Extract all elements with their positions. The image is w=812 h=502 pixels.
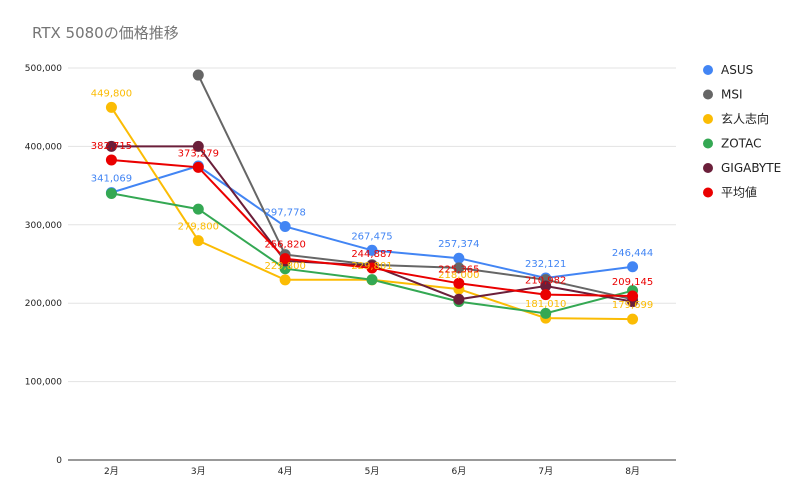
data-point xyxy=(105,187,117,199)
data-point xyxy=(366,244,378,256)
data-point xyxy=(279,253,291,265)
legend-label: 平均値 xyxy=(721,185,757,200)
data-point xyxy=(540,289,552,301)
data-point xyxy=(105,154,117,166)
chart-title: RTX 5080の価格推移 xyxy=(32,24,179,42)
data-label: 210,982 xyxy=(525,276,566,287)
y-tick-label: 400,000 xyxy=(25,142,62,152)
data-label: 246,444 xyxy=(612,248,653,259)
data-label: 179,699 xyxy=(612,300,653,311)
data-point xyxy=(366,274,378,286)
series-line xyxy=(197,74,633,301)
data-label: 229,800 xyxy=(264,261,305,272)
x-tick-label: 2月 xyxy=(104,466,119,477)
legend-marker xyxy=(703,187,713,198)
data-label: 449,800 xyxy=(91,88,132,99)
data-point xyxy=(453,262,465,274)
data-point xyxy=(105,140,117,152)
data-label: 225,365 xyxy=(438,264,479,275)
data-point xyxy=(192,140,204,152)
y-tick-label: 100,000 xyxy=(25,378,62,388)
legend-label: ZOTAC xyxy=(721,137,761,151)
data-label: 181,010 xyxy=(525,299,566,310)
data-point xyxy=(627,313,639,325)
data-point xyxy=(453,277,465,289)
data-label: 373,279 xyxy=(178,148,219,159)
legend-label: MSI xyxy=(721,88,743,102)
legend-marker xyxy=(703,114,713,124)
x-tick-label: 7月 xyxy=(538,466,553,477)
x-tick-label: 3月 xyxy=(191,466,206,477)
data-point xyxy=(192,203,204,215)
y-tick-label: 0 xyxy=(56,456,62,466)
data-point xyxy=(105,101,117,113)
data-point xyxy=(279,221,291,233)
data-label: 244,887 xyxy=(351,249,392,260)
y-tick-label: 200,000 xyxy=(25,299,62,309)
data-point xyxy=(366,262,378,274)
data-label: 382,715 xyxy=(91,141,132,152)
x-tick-label: 8月 xyxy=(625,466,640,477)
legend-label: ASUS xyxy=(721,63,753,77)
data-label: 209,145 xyxy=(612,277,653,288)
legend-marker xyxy=(703,65,713,75)
data-label: 256,820 xyxy=(264,240,305,251)
data-point xyxy=(279,274,291,286)
data-point xyxy=(192,235,204,247)
x-tick-label: 5月 xyxy=(365,466,380,477)
data-label: 297,778 xyxy=(264,208,305,219)
data-point xyxy=(540,280,552,292)
data-label: 267,475 xyxy=(351,231,392,242)
data-point xyxy=(279,263,291,275)
data-point xyxy=(192,161,204,173)
legend-marker xyxy=(703,89,713,100)
data-label: 341,069 xyxy=(91,174,132,185)
data-point xyxy=(453,293,465,305)
data-label: 232,121 xyxy=(525,259,566,270)
y-tick-label: 500,000 xyxy=(25,64,62,74)
x-tick-label: 4月 xyxy=(278,466,293,477)
data-point xyxy=(627,261,639,273)
data-point xyxy=(453,252,465,264)
legend-marker xyxy=(703,138,713,149)
legend-label: 玄人志向 xyxy=(721,111,769,126)
x-tick-label: 6月 xyxy=(451,466,466,477)
data-point xyxy=(627,290,639,302)
data-point xyxy=(192,69,204,81)
y-tick-label: 300,000 xyxy=(25,221,62,231)
data-label: 279,800 xyxy=(178,222,219,233)
data-label: 229,801 xyxy=(351,261,392,272)
legend-marker xyxy=(703,163,713,173)
legend-label: GIGABYTE xyxy=(721,161,781,175)
data-label: 257,374 xyxy=(438,239,479,250)
data-point xyxy=(540,307,552,319)
data-label: 218,000 xyxy=(438,270,479,281)
